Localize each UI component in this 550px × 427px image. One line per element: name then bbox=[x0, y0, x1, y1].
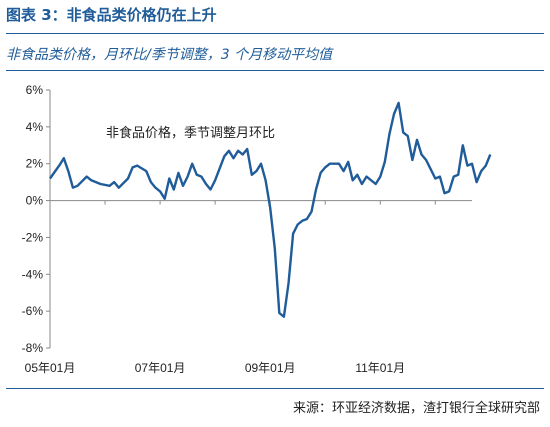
x-tick-label: 11年01月 bbox=[355, 361, 405, 375]
series-line-nonfood-price bbox=[49, 101, 492, 318]
y-tick-label: 2% bbox=[26, 157, 44, 171]
y-tick-label: 6% bbox=[26, 83, 44, 97]
figure-subtitle: 非食品类价格，月环比/季节调整，3 个月移动平均值 bbox=[6, 47, 333, 63]
figure-title: 图表 3：非食品类价格仍在上升 bbox=[6, 6, 217, 24]
x-tick-label: 07年01月 bbox=[135, 361, 186, 375]
source-rule bbox=[6, 388, 544, 389]
chart-svg: -8% -6% -4% -2% 0% 2% 4% 6% 05年01月 07年01月 09年01月 1… bbox=[22, 83, 492, 375]
source-note: 来源：环亚经济数据，渣打银行全球研究部 bbox=[292, 401, 540, 416]
x-tick-label: 05年01月 bbox=[25, 361, 76, 375]
y-tick-label: 4% bbox=[26, 120, 44, 134]
y-tick-label: -6% bbox=[22, 304, 44, 318]
x-axis-ticks: 05年01月 07年01月 09年01月 11年01月 bbox=[25, 200, 436, 375]
x-tick-label: 09年01月 bbox=[245, 361, 296, 375]
chart-axes bbox=[49, 90, 472, 348]
series-annotation: 非食品价格，季节调整月环比 bbox=[106, 125, 275, 141]
y-tick-label: 0% bbox=[26, 194, 44, 208]
y-axis-ticks: -8% -6% -4% -2% 0% 2% 4% 6% bbox=[22, 83, 50, 355]
y-tick-label: -8% bbox=[22, 341, 44, 355]
subtitle-rule bbox=[6, 70, 544, 71]
y-tick-label: -4% bbox=[22, 267, 44, 281]
y-tick-label: -2% bbox=[22, 230, 44, 244]
title-rule bbox=[6, 33, 544, 34]
